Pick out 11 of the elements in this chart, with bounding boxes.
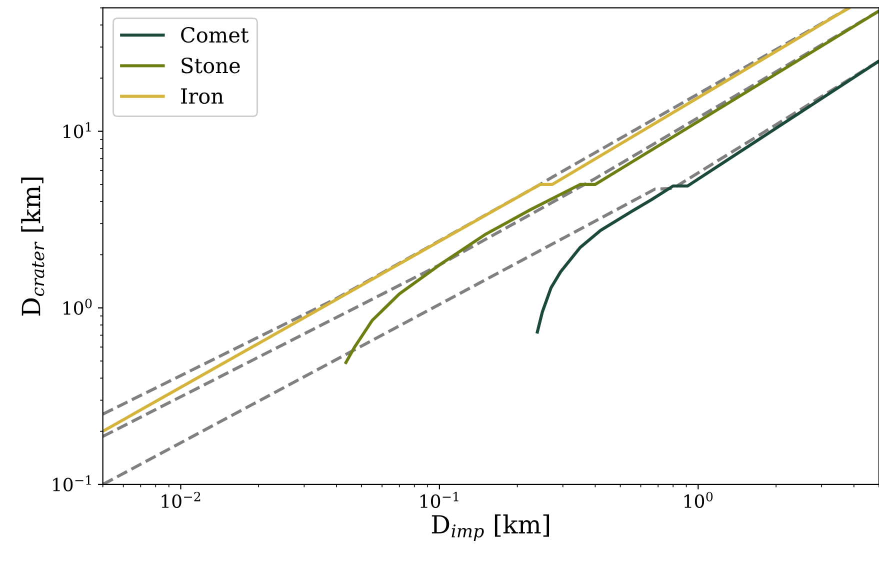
y-axis-title: D$_{crater}$ [km] — [21, 178, 44, 316]
y-tick-label: 10$^{1}$ — [64, 122, 91, 138]
legend-label: Comet — [181, 26, 249, 43]
x-tick-label: 10$^{0}$ — [684, 492, 713, 508]
legend-label: Stone — [182, 58, 240, 74]
y-tick-label: 10$^{−1}$ — [53, 475, 91, 492]
legend-label: Iron — [181, 88, 224, 104]
x-axis-title: D$_{imp}$ [km] — [432, 514, 550, 541]
x-tick-label: 10$^{−2}$ — [162, 492, 200, 508]
x-tick-label: 10$^{−1}$ — [420, 492, 458, 508]
y-tick-label: 10$^{0}$ — [64, 298, 92, 315]
